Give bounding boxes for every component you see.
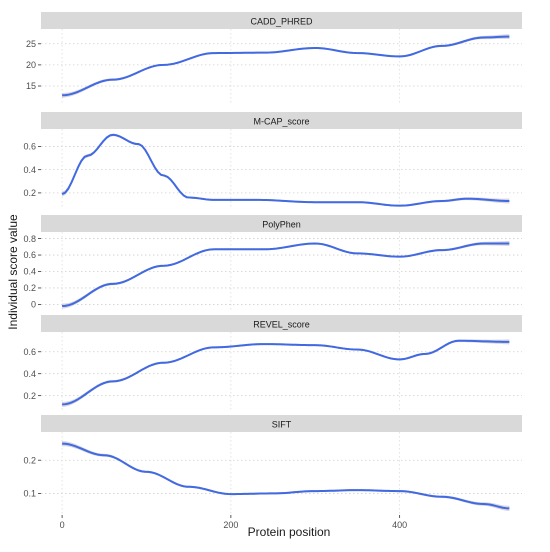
facet-strip xyxy=(41,415,522,432)
y-tick-label: 20 xyxy=(26,60,36,70)
smooth-line xyxy=(62,339,510,406)
facet-label: PolyPhen xyxy=(262,220,301,230)
confidence-band xyxy=(62,339,510,407)
y-tick-label: 0.2 xyxy=(23,455,36,465)
smooth-line xyxy=(62,35,510,97)
facet-label: REVEL_score xyxy=(253,320,310,330)
y-tick-label: 0.6 xyxy=(23,250,36,260)
x-axis-title: Protein position xyxy=(248,525,331,539)
facet-strip xyxy=(41,12,522,29)
y-axis-title: Individual score value xyxy=(6,214,20,330)
confidence-band xyxy=(62,240,510,309)
y-tick-label: 0.4 xyxy=(23,165,36,175)
confidence-band xyxy=(62,440,510,512)
facet-label: M-CAP_score xyxy=(253,117,309,127)
facet-strip xyxy=(41,315,522,332)
y-tick-label: 0.8 xyxy=(23,234,36,244)
facet-label: SIFT xyxy=(272,420,292,430)
y-tick-label: 0.6 xyxy=(23,142,36,152)
panels: CADD_PHRED152025M-CAP_score0.20.40.6Poly… xyxy=(23,12,522,515)
y-tick-label: 25 xyxy=(26,39,36,49)
y-tick-label: 0.2 xyxy=(23,283,36,293)
facet-strip xyxy=(41,215,522,232)
y-tick-label: 0.4 xyxy=(23,369,36,379)
facet-label: CADD_PHRED xyxy=(250,17,313,27)
panel-polyphen: PolyPhen 0 0.2 0.4 0.6 0.8 xyxy=(23,215,522,311)
panel-cadd-phred: CADD_PHRED 15 20 25 xyxy=(26,12,522,105)
x-tick-label: 0 xyxy=(60,520,65,530)
panel-sift: SIFT 0.1 0.2 xyxy=(23,415,522,515)
facet-strip xyxy=(41,112,522,129)
smooth-line xyxy=(62,242,510,308)
x-tick-label: 400 xyxy=(392,520,407,530)
y-tick-label: 0.2 xyxy=(23,391,36,401)
smooth-line xyxy=(61,133,510,207)
y-tick-label: 0.4 xyxy=(23,267,36,277)
confidence-band xyxy=(62,133,510,207)
y-tick-label: 15 xyxy=(26,81,36,91)
y-tick-label: 0.2 xyxy=(23,188,36,198)
smooth-line xyxy=(62,442,510,510)
y-tick-label: 0.1 xyxy=(23,489,36,499)
x-tick-label: 200 xyxy=(223,520,238,530)
y-tick-label: 0 xyxy=(31,300,36,310)
panel-revel-score: REVEL_score 0.2 0.4 0.6 xyxy=(23,315,522,411)
panel-m-cap-score: M-CAP_score 0.2 0.4 0.6 xyxy=(23,112,522,208)
x-axis: 0 200 400 xyxy=(60,515,407,530)
y-tick-label: 0.6 xyxy=(23,347,36,357)
